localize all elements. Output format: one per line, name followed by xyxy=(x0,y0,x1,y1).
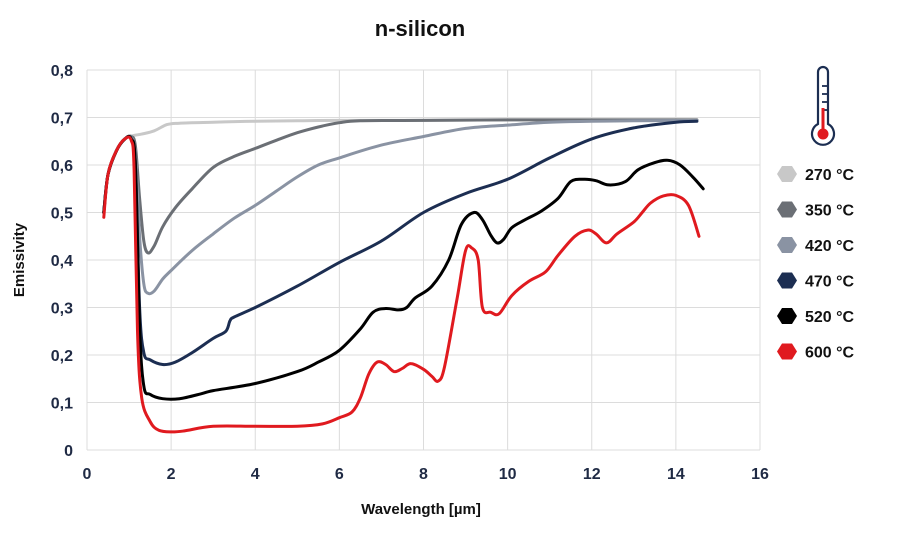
series-lines xyxy=(102,118,705,434)
x-axis-ticks: 0 2 4 6 8 10 12 14 16 xyxy=(83,466,769,483)
x-tick-label: 4 xyxy=(251,466,260,483)
y-tick-label: 0,1 xyxy=(51,396,73,413)
legend-label: 470 °C xyxy=(805,274,855,291)
x-tick-label: 0 xyxy=(83,466,92,483)
legend-label: 270 °C xyxy=(805,167,855,184)
y-tick-label: 0,8 xyxy=(51,63,73,80)
y-tick-label: 0 xyxy=(64,443,73,460)
x-tick-label: 8 xyxy=(419,466,428,483)
y-tick-label: 0,7 xyxy=(51,111,73,128)
legend-label: 420 °C xyxy=(805,238,855,255)
x-tick-label: 6 xyxy=(335,466,344,483)
x-tick-label: 10 xyxy=(499,466,517,483)
legend-swatch xyxy=(777,166,797,182)
series-line-600c xyxy=(102,135,701,434)
legend-label: 600 °C xyxy=(805,345,855,362)
legend: 270 °C 350 °C 420 °C 470 °C 520 °C 600 °C xyxy=(777,166,855,362)
y-tick-label: 0,3 xyxy=(51,301,73,318)
chart-title: n-silicon xyxy=(375,16,465,41)
series-line-520c xyxy=(102,134,705,401)
y-axis-ticks: 0 0,1 0,2 0,3 0,4 0,5 0,6 0,7 0,8 xyxy=(51,63,73,460)
legend-swatch xyxy=(777,308,797,324)
legend-label: 520 °C xyxy=(805,309,855,326)
legend-swatch xyxy=(777,237,797,253)
legend-label: 350 °C xyxy=(805,203,855,220)
x-tick-label: 12 xyxy=(583,466,601,483)
y-tick-label: 0,6 xyxy=(51,158,73,175)
series-line-420c xyxy=(102,118,699,296)
y-tick-label: 0,5 xyxy=(51,206,73,223)
y-axis-title: Emissivity xyxy=(11,222,28,297)
legend-swatch xyxy=(777,201,797,218)
x-tick-label: 16 xyxy=(751,466,769,483)
y-tick-label: 0,2 xyxy=(51,348,73,365)
x-tick-label: 2 xyxy=(167,466,176,483)
y-tick-label: 0,4 xyxy=(51,253,73,270)
thermometer-icon xyxy=(810,65,836,146)
legend-swatch xyxy=(777,343,797,360)
x-tick-label: 14 xyxy=(667,466,685,483)
legend-swatch xyxy=(777,272,797,289)
gridlines xyxy=(86,69,761,451)
x-axis-title: Wavelength [µm] xyxy=(361,501,481,518)
